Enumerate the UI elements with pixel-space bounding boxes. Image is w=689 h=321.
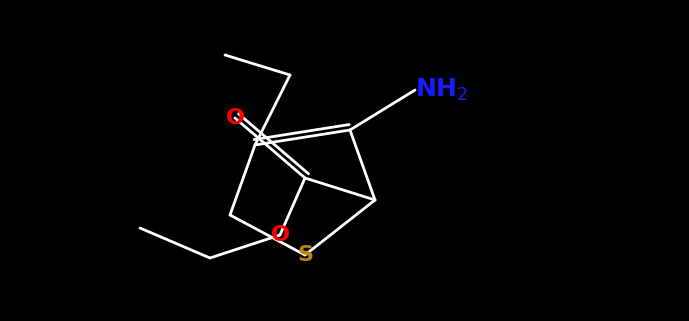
- Text: S: S: [297, 245, 313, 265]
- Text: NH$_2$: NH$_2$: [415, 77, 468, 103]
- Text: O: O: [225, 108, 245, 128]
- Text: O: O: [271, 225, 289, 245]
